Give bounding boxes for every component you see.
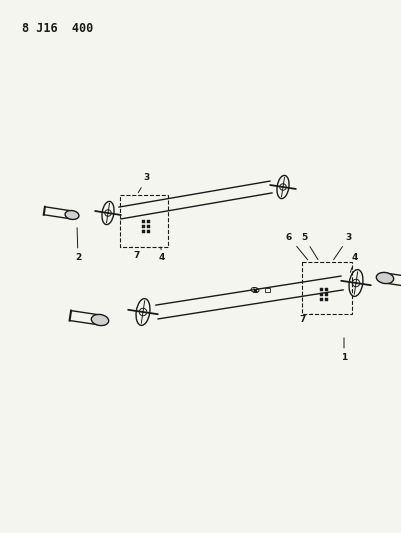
Text: 4: 4: [158, 247, 165, 262]
Bar: [147, 220, 150, 223]
Bar: [301, 262, 351, 314]
Bar: [325, 293, 328, 296]
Bar: [147, 225, 150, 228]
Text: 1: 1: [340, 338, 346, 362]
Text: 4: 4: [350, 254, 357, 272]
Bar: [325, 298, 328, 301]
Text: 3: 3: [138, 174, 150, 192]
Bar: [142, 230, 145, 233]
Text: 2: 2: [75, 228, 81, 262]
Bar: [120, 195, 168, 247]
Bar: [147, 230, 150, 233]
Text: 7: 7: [132, 247, 140, 260]
Text: 7: 7: [299, 314, 311, 325]
Text: 8 J16  400: 8 J16 400: [22, 22, 93, 35]
Ellipse shape: [375, 272, 393, 284]
Bar: [142, 220, 145, 223]
Ellipse shape: [65, 211, 79, 220]
Bar: [320, 288, 323, 290]
Bar: [320, 293, 323, 296]
Bar: [264, 288, 269, 292]
Text: 5: 5: [300, 232, 317, 260]
Ellipse shape: [91, 314, 108, 326]
Bar: [325, 288, 328, 290]
Text: 3: 3: [333, 232, 351, 260]
Bar: [142, 225, 145, 228]
Bar: [320, 298, 323, 301]
Text: 6: 6: [285, 232, 307, 260]
